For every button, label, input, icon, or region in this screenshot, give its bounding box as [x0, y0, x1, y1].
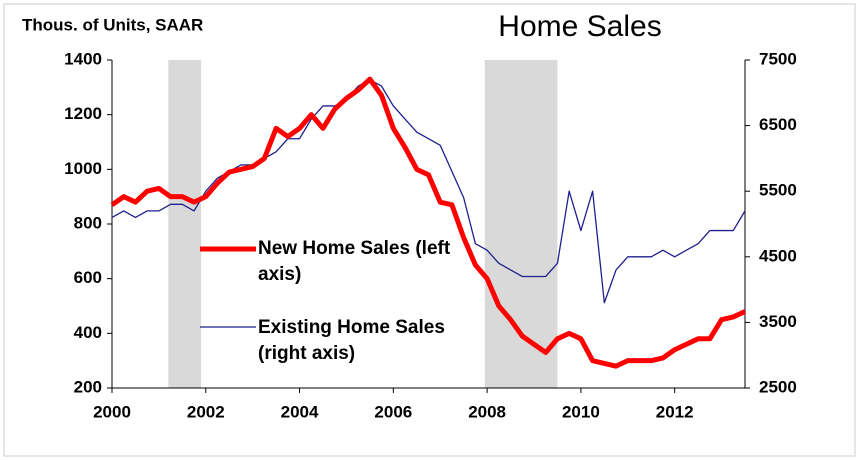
series-line — [111, 79, 746, 304]
x-tick-label: 2012 — [656, 402, 694, 421]
x-tick-label: 2010 — [562, 402, 600, 421]
chart-title: Home Sales — [498, 10, 661, 43]
y2-tick-label: 4500 — [759, 246, 797, 265]
y-tick-label: 1000 — [64, 159, 102, 178]
x-tick-label: 2002 — [187, 402, 225, 421]
y2-tick-label: 2500 — [759, 377, 797, 396]
y2-tick-label: 3500 — [759, 312, 797, 331]
y-tick-label: 600 — [74, 268, 102, 287]
legend-label: Existing Home Sales (right axis) — [258, 317, 445, 364]
series-line — [110, 76, 747, 369]
legend-label: New Home Sales (left axis) — [258, 238, 451, 285]
y-tick-label: 200 — [74, 377, 102, 396]
y2-tick-label: 6500 — [759, 115, 797, 134]
y-axis-label: Thous. of Units, SAAR — [22, 15, 203, 34]
y2-tick-label: 5500 — [759, 181, 797, 200]
y-tick-label: 1400 — [64, 49, 102, 68]
recession-band — [484, 60, 558, 388]
x-tick-label: 2006 — [374, 402, 412, 421]
y-tick-label: 400 — [74, 323, 102, 342]
recession-band — [168, 60, 202, 388]
x-tick-label: 2000 — [93, 402, 131, 421]
x-tick-label: 2004 — [281, 402, 319, 421]
x-tick-label: 2008 — [468, 402, 506, 421]
y-tick-label: 1200 — [64, 104, 102, 123]
y-tick-label: 800 — [74, 213, 102, 232]
y2-tick-label: 7500 — [759, 49, 797, 68]
